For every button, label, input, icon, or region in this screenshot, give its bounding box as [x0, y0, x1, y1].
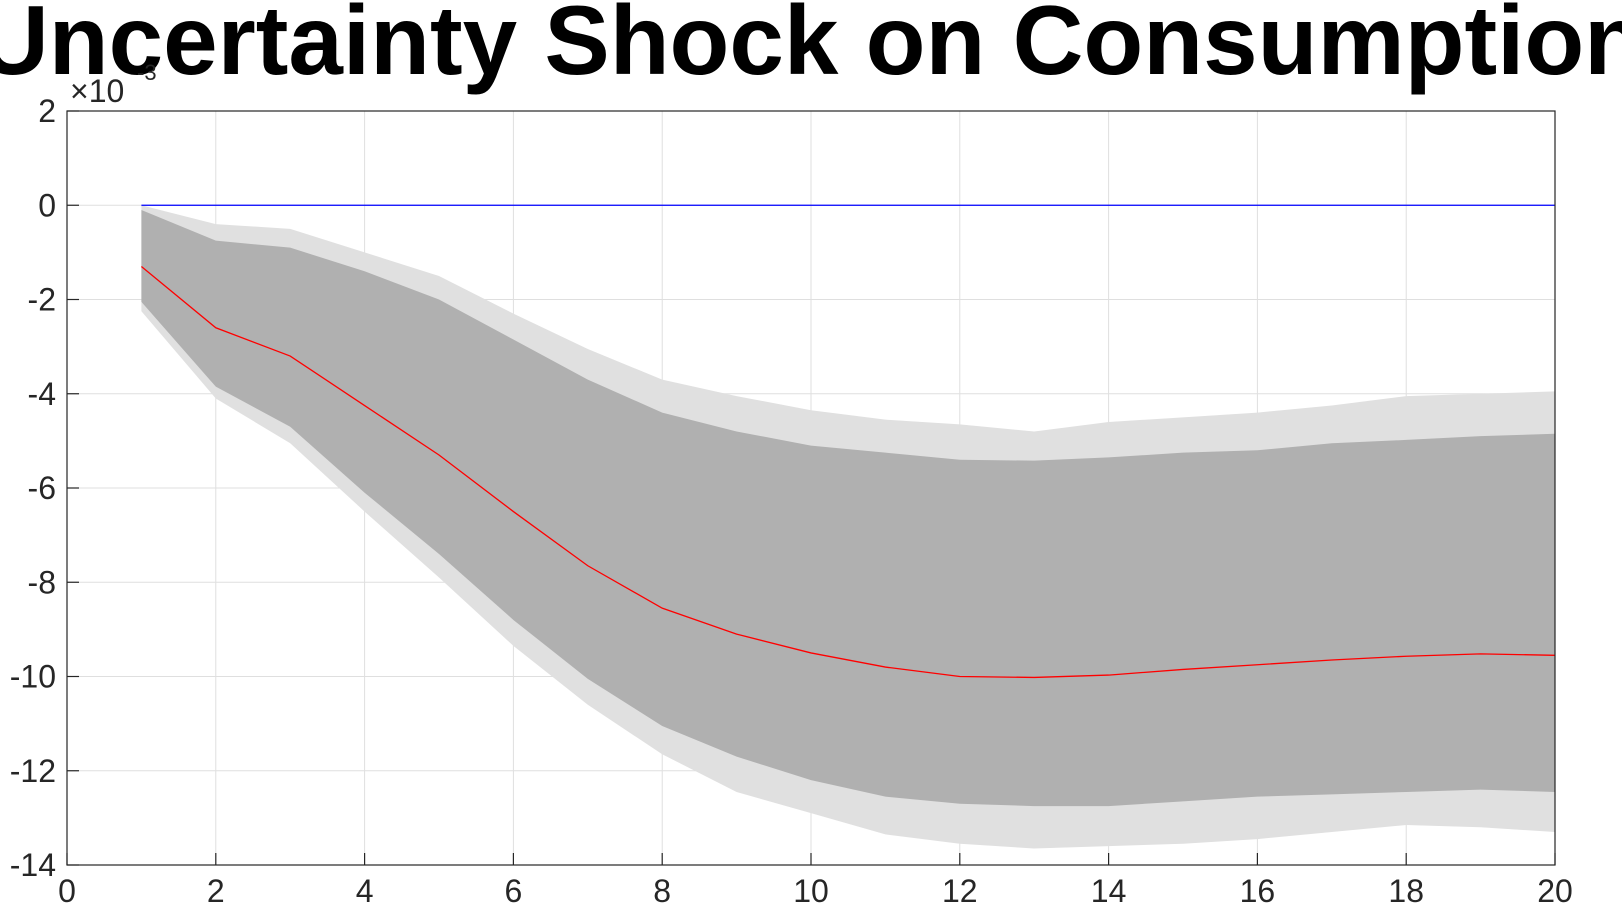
confidence-bands — [141, 205, 1555, 849]
x-tick-label-2: 4 — [356, 873, 374, 909]
x-tick-label-6: 12 — [942, 873, 978, 909]
x-tick-label-1: 2 — [207, 873, 225, 909]
y-tick-label-5: -8 — [28, 564, 56, 600]
y-exponent-label: ×10 -3 — [70, 60, 157, 109]
x-tick-label-0: 0 — [58, 873, 76, 909]
x-tick-label-3: 6 — [505, 873, 523, 909]
exponent-base: 10 — [89, 73, 125, 109]
x-tick-label-4: 8 — [653, 873, 671, 909]
y-tick-label-2: -2 — [28, 282, 56, 318]
y-tick-label-0: 2 — [38, 93, 56, 129]
x-tick-label-8: 16 — [1240, 873, 1276, 909]
x-tick-label-9: 18 — [1388, 873, 1424, 909]
y-tick-label-7: -12 — [10, 753, 56, 789]
x-tick-label-10: 20 — [1537, 873, 1573, 909]
times-sign: × — [70, 73, 89, 109]
y-tick-label-6: -10 — [10, 659, 56, 695]
series-line-0 — [140, 266, 1556, 679]
x-tick-label-5: 10 — [793, 873, 829, 909]
y-tick-label-1: 0 — [38, 187, 56, 223]
y-exponent-base: ×10 — [70, 73, 124, 109]
y-tick-label-4: -6 — [28, 470, 56, 506]
y-tick-label-3: -4 — [28, 376, 56, 412]
series-lines — [140, 204, 1556, 679]
band-inner — [141, 209, 1555, 807]
chart-title: Uncertainty Shock on Consumption — [0, 0, 1622, 95]
y-exponent-power: -3 — [137, 60, 157, 85]
x-tick-label-7: 14 — [1091, 873, 1127, 909]
y-tick-label-8: -14 — [10, 847, 56, 883]
